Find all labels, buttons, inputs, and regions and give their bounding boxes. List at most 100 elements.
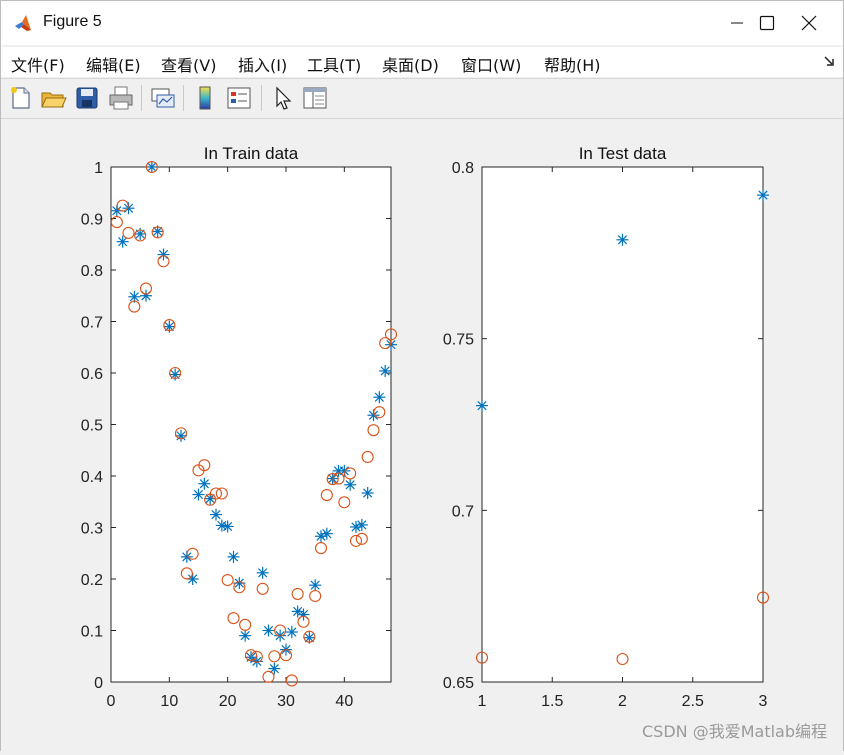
- y-tick-label: 0.8: [81, 263, 103, 280]
- circle-marker: [128, 300, 141, 313]
- menu-file[interactable]: 文件(F): [11, 56, 65, 75]
- matlab-logo-icon: [15, 15, 31, 31]
- asterisk-marker: [320, 527, 333, 540]
- asterisk-marker: [145, 161, 158, 173]
- circle-marker: [239, 618, 252, 631]
- x-tick-label: 1.5: [541, 693, 563, 710]
- new-figure-icon[interactable]: [7, 84, 35, 112]
- menu-bar: 文件(F) 编辑(E) 查看(V) 插入(I) 工具(T) 桌面(D) 窗口(W…: [1, 47, 843, 77]
- maximize-button[interactable]: [737, 1, 797, 45]
- y-tick-label: 0.75: [443, 332, 474, 349]
- open-file-icon[interactable]: [39, 84, 67, 112]
- y-tick-label: 0.4: [81, 469, 103, 486]
- test-axes[interactable]: In Test data 1 1.5 2 2.5 3 0.65 0.7 0.75 0.8: [443, 144, 770, 710]
- asterisk-marker: [291, 605, 304, 618]
- insert-legend-icon[interactable]: [225, 84, 253, 112]
- menu-edit[interactable]: 编辑(E): [86, 56, 141, 75]
- axes-box: [110, 166, 392, 683]
- asterisk-marker: [268, 662, 281, 675]
- circle-marker: [291, 587, 304, 600]
- property-editor-icon[interactable]: [301, 84, 329, 112]
- y-tick-label: 0.9: [81, 212, 103, 229]
- toolbar-separator-line: [1, 118, 843, 119]
- circle-marker: [139, 282, 153, 295]
- figure-canvas: In Train data 0 10 20 30 40 0 0.1 0.2 0.3 0.4 0.5 0.…: [1, 119, 843, 751]
- asterisk-marker: [239, 629, 252, 642]
- watermark-text: CSDN @我爱Matlab编程: [642, 722, 827, 741]
- asterisk-marker: [256, 566, 269, 579]
- save-icon[interactable]: [73, 84, 101, 112]
- link-plot-icon[interactable]: [149, 84, 177, 112]
- toolbar: [1, 79, 843, 117]
- asterisk-marker: [250, 655, 263, 668]
- asterisk-marker: [192, 488, 205, 501]
- circle-marker: [157, 255, 170, 268]
- circle-marker: [274, 624, 287, 637]
- asterisk-marker: [210, 508, 222, 521]
- y-tick-label: 0.7: [81, 315, 103, 332]
- circle-marker: [198, 459, 211, 472]
- x-tick-label: 10: [160, 693, 178, 710]
- circle-marker: [279, 649, 293, 662]
- circle-marker: [215, 487, 228, 500]
- asterisk-marker: [379, 364, 392, 377]
- circle-marker: [756, 591, 770, 604]
- menu-tools[interactable]: 工具(T): [307, 56, 362, 75]
- circle-marker: [373, 406, 386, 419]
- circle-marker: [268, 650, 281, 663]
- x-tick-label: 0: [107, 693, 116, 710]
- menu-desktop[interactable]: 桌面(D): [382, 56, 439, 75]
- asterisk-marker: [355, 518, 368, 531]
- asterisk-marker: [616, 233, 629, 246]
- circle-marker: [186, 547, 199, 560]
- train-axes[interactable]: In Train data 0 10 20 30 40 0 0.1 0.2 0.3 0.4 0.5 0.…: [81, 144, 398, 710]
- axes-title: In Test data: [579, 144, 667, 163]
- minimize-button[interactable]: [707, 1, 767, 45]
- menu-help[interactable]: 帮助(H): [544, 56, 601, 75]
- toolbar-separator: [183, 85, 184, 111]
- circle-marker: [163, 319, 176, 332]
- x-tick-label: 40: [335, 693, 353, 710]
- circle-marker: [475, 651, 489, 664]
- asterisk-marker: [221, 520, 234, 533]
- maximize-icon: [759, 15, 775, 31]
- circle-marker: [262, 670, 275, 683]
- window-title: Figure 5: [43, 13, 102, 30]
- circle-marker: [285, 674, 298, 687]
- circle-marker: [355, 532, 368, 545]
- menu-insert[interactable]: 插入(I): [238, 56, 288, 75]
- circle-marker: [244, 649, 258, 662]
- dock-arrow-icon[interactable]: [823, 55, 835, 67]
- menu-view[interactable]: 查看(V): [161, 56, 217, 75]
- circle-marker: [221, 573, 234, 587]
- print-icon[interactable]: [107, 84, 135, 112]
- insert-colorbar-icon[interactable]: [191, 84, 219, 112]
- y-tick-label: 0.2: [81, 572, 103, 589]
- circle-marker: [326, 473, 339, 486]
- asterisk-marker: [309, 579, 322, 592]
- circle-marker: [116, 199, 129, 212]
- circle-marker: [349, 534, 363, 547]
- asterisk-marker: [122, 202, 135, 215]
- y-tick-label: 0.7: [452, 503, 474, 520]
- x-tick-label: 1: [478, 693, 487, 710]
- x-tick-label: 2.5: [682, 693, 704, 710]
- circle-marker: [134, 229, 147, 242]
- asterisk-marker: [157, 248, 170, 261]
- circle-marker: [309, 589, 322, 603]
- circle-marker: [209, 487, 223, 500]
- toolbar-separator: [261, 85, 262, 111]
- x-tick-label: 20: [219, 693, 237, 710]
- plot-area: In Train data 0 10 20 30 40 0 0.1 0.2 0.3 0.4 0.5 0.…: [81, 144, 770, 710]
- circle-marker: [169, 366, 182, 380]
- circle-marker: [314, 542, 328, 555]
- circle-marker: [256, 582, 269, 595]
- circle-marker: [361, 450, 374, 463]
- close-button[interactable]: [779, 1, 839, 45]
- circle-marker: [174, 427, 188, 440]
- edit-plot-arrow-icon[interactable]: [269, 84, 297, 112]
- menu-window[interactable]: 窗口(W): [461, 56, 522, 75]
- circle-marker: [151, 226, 164, 239]
- y-tick-label: 0.3: [81, 521, 103, 538]
